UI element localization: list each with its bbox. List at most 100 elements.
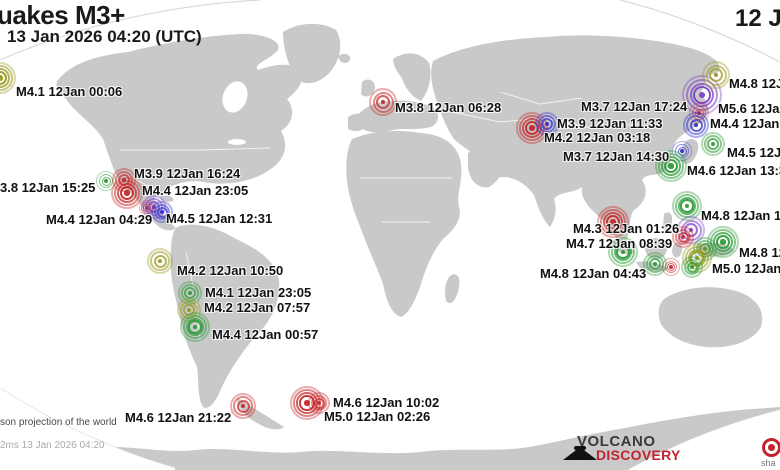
quake-marker — [180, 312, 210, 342]
quake-marker-ring — [308, 392, 330, 414]
quake-marker-ring — [681, 256, 703, 278]
quake-marker-ring — [151, 201, 173, 223]
quake-marker — [662, 258, 680, 276]
quake-marker-ring — [677, 231, 689, 243]
quake-marker-ring — [156, 206, 168, 218]
quake-marker-ring — [680, 199, 694, 213]
quake-marker-epicenter-dot — [620, 249, 626, 255]
quake-marker-epicenter-dot — [124, 190, 130, 196]
map-title: uakes M3+ — [0, 0, 125, 30]
land-greenland — [283, 23, 341, 84]
quake-label: M4.8 12 — [739, 245, 780, 260]
quake-marker-ring — [661, 156, 681, 176]
quake-marker-ring — [674, 228, 692, 246]
quake-marker-ring — [603, 212, 623, 232]
land-madagascar — [445, 274, 460, 304]
logo-text-discovery: DISCOVERY — [596, 447, 681, 463]
quake-marker — [655, 150, 687, 182]
quake-marker-epicenter-dot — [680, 234, 686, 240]
quake-marker-epicenter-dot — [529, 125, 535, 131]
quake-marker — [535, 112, 559, 136]
quake-label: M4.2 12Jan 03:18 — [544, 130, 651, 145]
map-date-range: 12 Ja — [735, 5, 780, 32]
quake-label: M4.3 12Jan 01:26 — [573, 221, 680, 236]
land-iceland — [338, 53, 351, 64]
quake-marker-epicenter-dot — [186, 307, 192, 313]
land-scandinavia — [393, 53, 431, 101]
quake-marker-ring — [185, 317, 205, 337]
quake-marker — [230, 393, 256, 419]
quake-marker-ring — [372, 91, 394, 113]
quake-marker-ring — [662, 258, 680, 276]
logo-text-volcano: VOLCANO — [577, 433, 656, 450]
quake-marker-ring — [613, 242, 633, 262]
quake-marker-ring — [707, 138, 719, 150]
quake-marker — [147, 248, 173, 274]
quake-marker-epicenter-dot — [316, 400, 322, 406]
quake-marker-epicenter-dot — [689, 264, 695, 270]
quake-marker-ring — [150, 251, 170, 271]
quake-label: M4.6 12Jan 21:22 — [125, 410, 232, 425]
quake-marker-ring — [689, 118, 703, 132]
quake-marker — [0, 62, 16, 94]
quake-label: M4.6 12Jan 10:02 — [333, 395, 440, 410]
quake-label: M4.5 12J — [727, 145, 780, 160]
quake-label: M5.0 12Jan — [712, 261, 780, 276]
quake-marker-ring — [672, 226, 694, 248]
quake-marker-ring — [541, 118, 553, 130]
quake-marker-ring — [117, 183, 137, 203]
quake-marker-ring — [183, 315, 207, 339]
quake-marker-ring — [704, 135, 722, 153]
land-arabia — [468, 148, 504, 188]
quake-marker-ring — [649, 258, 661, 270]
quake-marker-epicenter-dot — [684, 203, 690, 209]
quake-marker — [608, 237, 638, 267]
quake-label: M3.7 12Jan 17:24 — [581, 99, 688, 114]
quake-marker-epicenter-dot — [0, 75, 3, 81]
quake-marker-ring — [611, 240, 635, 264]
quake-marker-epicenter-dot — [693, 122, 699, 128]
volcano-icon — [563, 446, 597, 460]
quake-label: M4.1 12Jan 00:06 — [16, 84, 123, 99]
quake-marker-ring — [230, 393, 256, 419]
quake-label: M4.6 12Jan 13:3 — [687, 163, 780, 178]
quake-marker-ring — [663, 158, 679, 174]
quake-marker-epicenter-dot — [610, 219, 616, 225]
share-label[interactable]: sha — [761, 458, 776, 468]
quake-marker-epicenter-dot — [544, 121, 550, 127]
quake-marker-epicenter-dot — [698, 91, 706, 99]
land-australia — [658, 287, 763, 348]
land-asia — [431, 35, 720, 244]
map-datetime: 13 Jan 2026 04:20 (UTC) — [7, 27, 202, 46]
quake-label: M4.4 12Jan 04:29 — [46, 212, 153, 227]
land-africa — [346, 131, 462, 317]
land-south-america — [170, 224, 280, 408]
quake-marker-ring — [376, 95, 390, 109]
quake-marker — [151, 201, 173, 223]
quake-marker-ring — [658, 153, 684, 179]
water-details — [222, 81, 248, 145]
quake-label: M3.9 12Jan 11:33 — [557, 116, 663, 131]
quake-marker-epicenter-dot — [713, 72, 719, 78]
quake-label: M4.2 12Jan 10:50 — [177, 263, 284, 278]
quake-marker — [702, 61, 730, 89]
quake-label: M3.8 12Jan 06:28 — [395, 100, 502, 115]
quake-label: M5.6 12Jan — [718, 101, 780, 116]
quake-label: M3.9 12Jan 16:24 — [134, 166, 241, 181]
quake-marker-ring — [701, 132, 725, 156]
quake-marker-ring — [705, 64, 727, 86]
quake-marker-ring — [686, 115, 706, 135]
quake-marker-ring — [111, 177, 143, 209]
quake-marker — [308, 392, 330, 414]
quake-marker-ring — [233, 396, 253, 416]
quake-marker-epicenter-dot — [380, 99, 386, 105]
quake-marker-ring — [147, 248, 173, 274]
quake-label: M3.7 12Jan 14:30 — [563, 149, 670, 164]
generated-timestamp: 2ms 13 Jan 2026 04:20 — [0, 440, 105, 451]
quake-marker-ring — [236, 399, 250, 413]
quake-marker-epicenter-dot — [187, 290, 193, 296]
share-icon[interactable] — [762, 438, 780, 457]
quake-marker-epicenter-dot — [668, 264, 674, 270]
quake-marker-ring — [677, 196, 697, 216]
quake-marker-ring — [153, 254, 167, 268]
